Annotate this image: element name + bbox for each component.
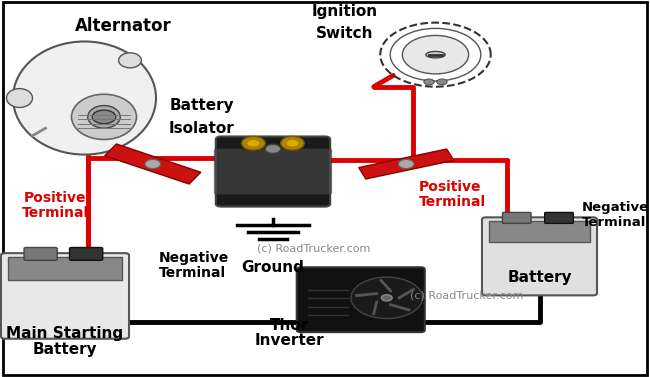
FancyBboxPatch shape (70, 247, 103, 260)
Text: Alternator: Alternator (75, 17, 172, 35)
Text: Terminal: Terminal (159, 266, 226, 280)
Circle shape (398, 159, 414, 169)
Circle shape (247, 139, 260, 147)
Ellipse shape (426, 52, 445, 58)
Text: Thor: Thor (270, 318, 309, 333)
Text: Positive: Positive (24, 191, 86, 205)
Ellipse shape (13, 41, 156, 155)
Circle shape (351, 277, 422, 319)
Text: Terminal: Terminal (21, 206, 89, 220)
FancyBboxPatch shape (1, 253, 129, 339)
FancyBboxPatch shape (214, 149, 332, 194)
Text: Ground: Ground (242, 260, 304, 275)
Ellipse shape (88, 106, 120, 128)
Text: Battery: Battery (169, 98, 234, 113)
Bar (489, 222, 590, 242)
FancyBboxPatch shape (216, 136, 330, 207)
Text: Negative: Negative (159, 251, 229, 265)
Circle shape (242, 136, 265, 150)
Circle shape (437, 79, 447, 85)
Circle shape (382, 295, 392, 301)
Ellipse shape (72, 94, 136, 139)
FancyBboxPatch shape (482, 217, 597, 296)
Ellipse shape (118, 53, 142, 68)
Text: Battery: Battery (32, 342, 98, 357)
Text: Positive: Positive (419, 179, 482, 194)
Text: Switch: Switch (316, 26, 373, 41)
Circle shape (286, 139, 299, 147)
Text: (c) RoadTrucker.com: (c) RoadTrucker.com (410, 291, 523, 301)
Circle shape (402, 35, 469, 74)
Circle shape (424, 79, 434, 85)
Ellipse shape (6, 89, 32, 107)
Polygon shape (359, 149, 454, 179)
Circle shape (145, 159, 161, 169)
Text: Main Starting: Main Starting (6, 326, 124, 341)
FancyBboxPatch shape (24, 247, 57, 260)
Text: Inverter: Inverter (254, 333, 324, 348)
FancyBboxPatch shape (545, 213, 573, 223)
Text: (c) RoadTrucker.com: (c) RoadTrucker.com (257, 244, 370, 254)
Polygon shape (105, 144, 201, 184)
Text: Terminal: Terminal (419, 195, 486, 209)
Text: Isolator: Isolator (168, 121, 235, 136)
Text: Ignition: Ignition (311, 4, 378, 19)
Circle shape (265, 144, 281, 153)
Text: Battery: Battery (507, 270, 572, 285)
Circle shape (92, 110, 116, 124)
Bar (8, 257, 122, 280)
FancyBboxPatch shape (502, 213, 531, 223)
Text: Negative: Negative (582, 201, 649, 214)
Circle shape (281, 136, 304, 150)
FancyBboxPatch shape (296, 267, 425, 332)
Text: Terminal: Terminal (582, 216, 646, 229)
